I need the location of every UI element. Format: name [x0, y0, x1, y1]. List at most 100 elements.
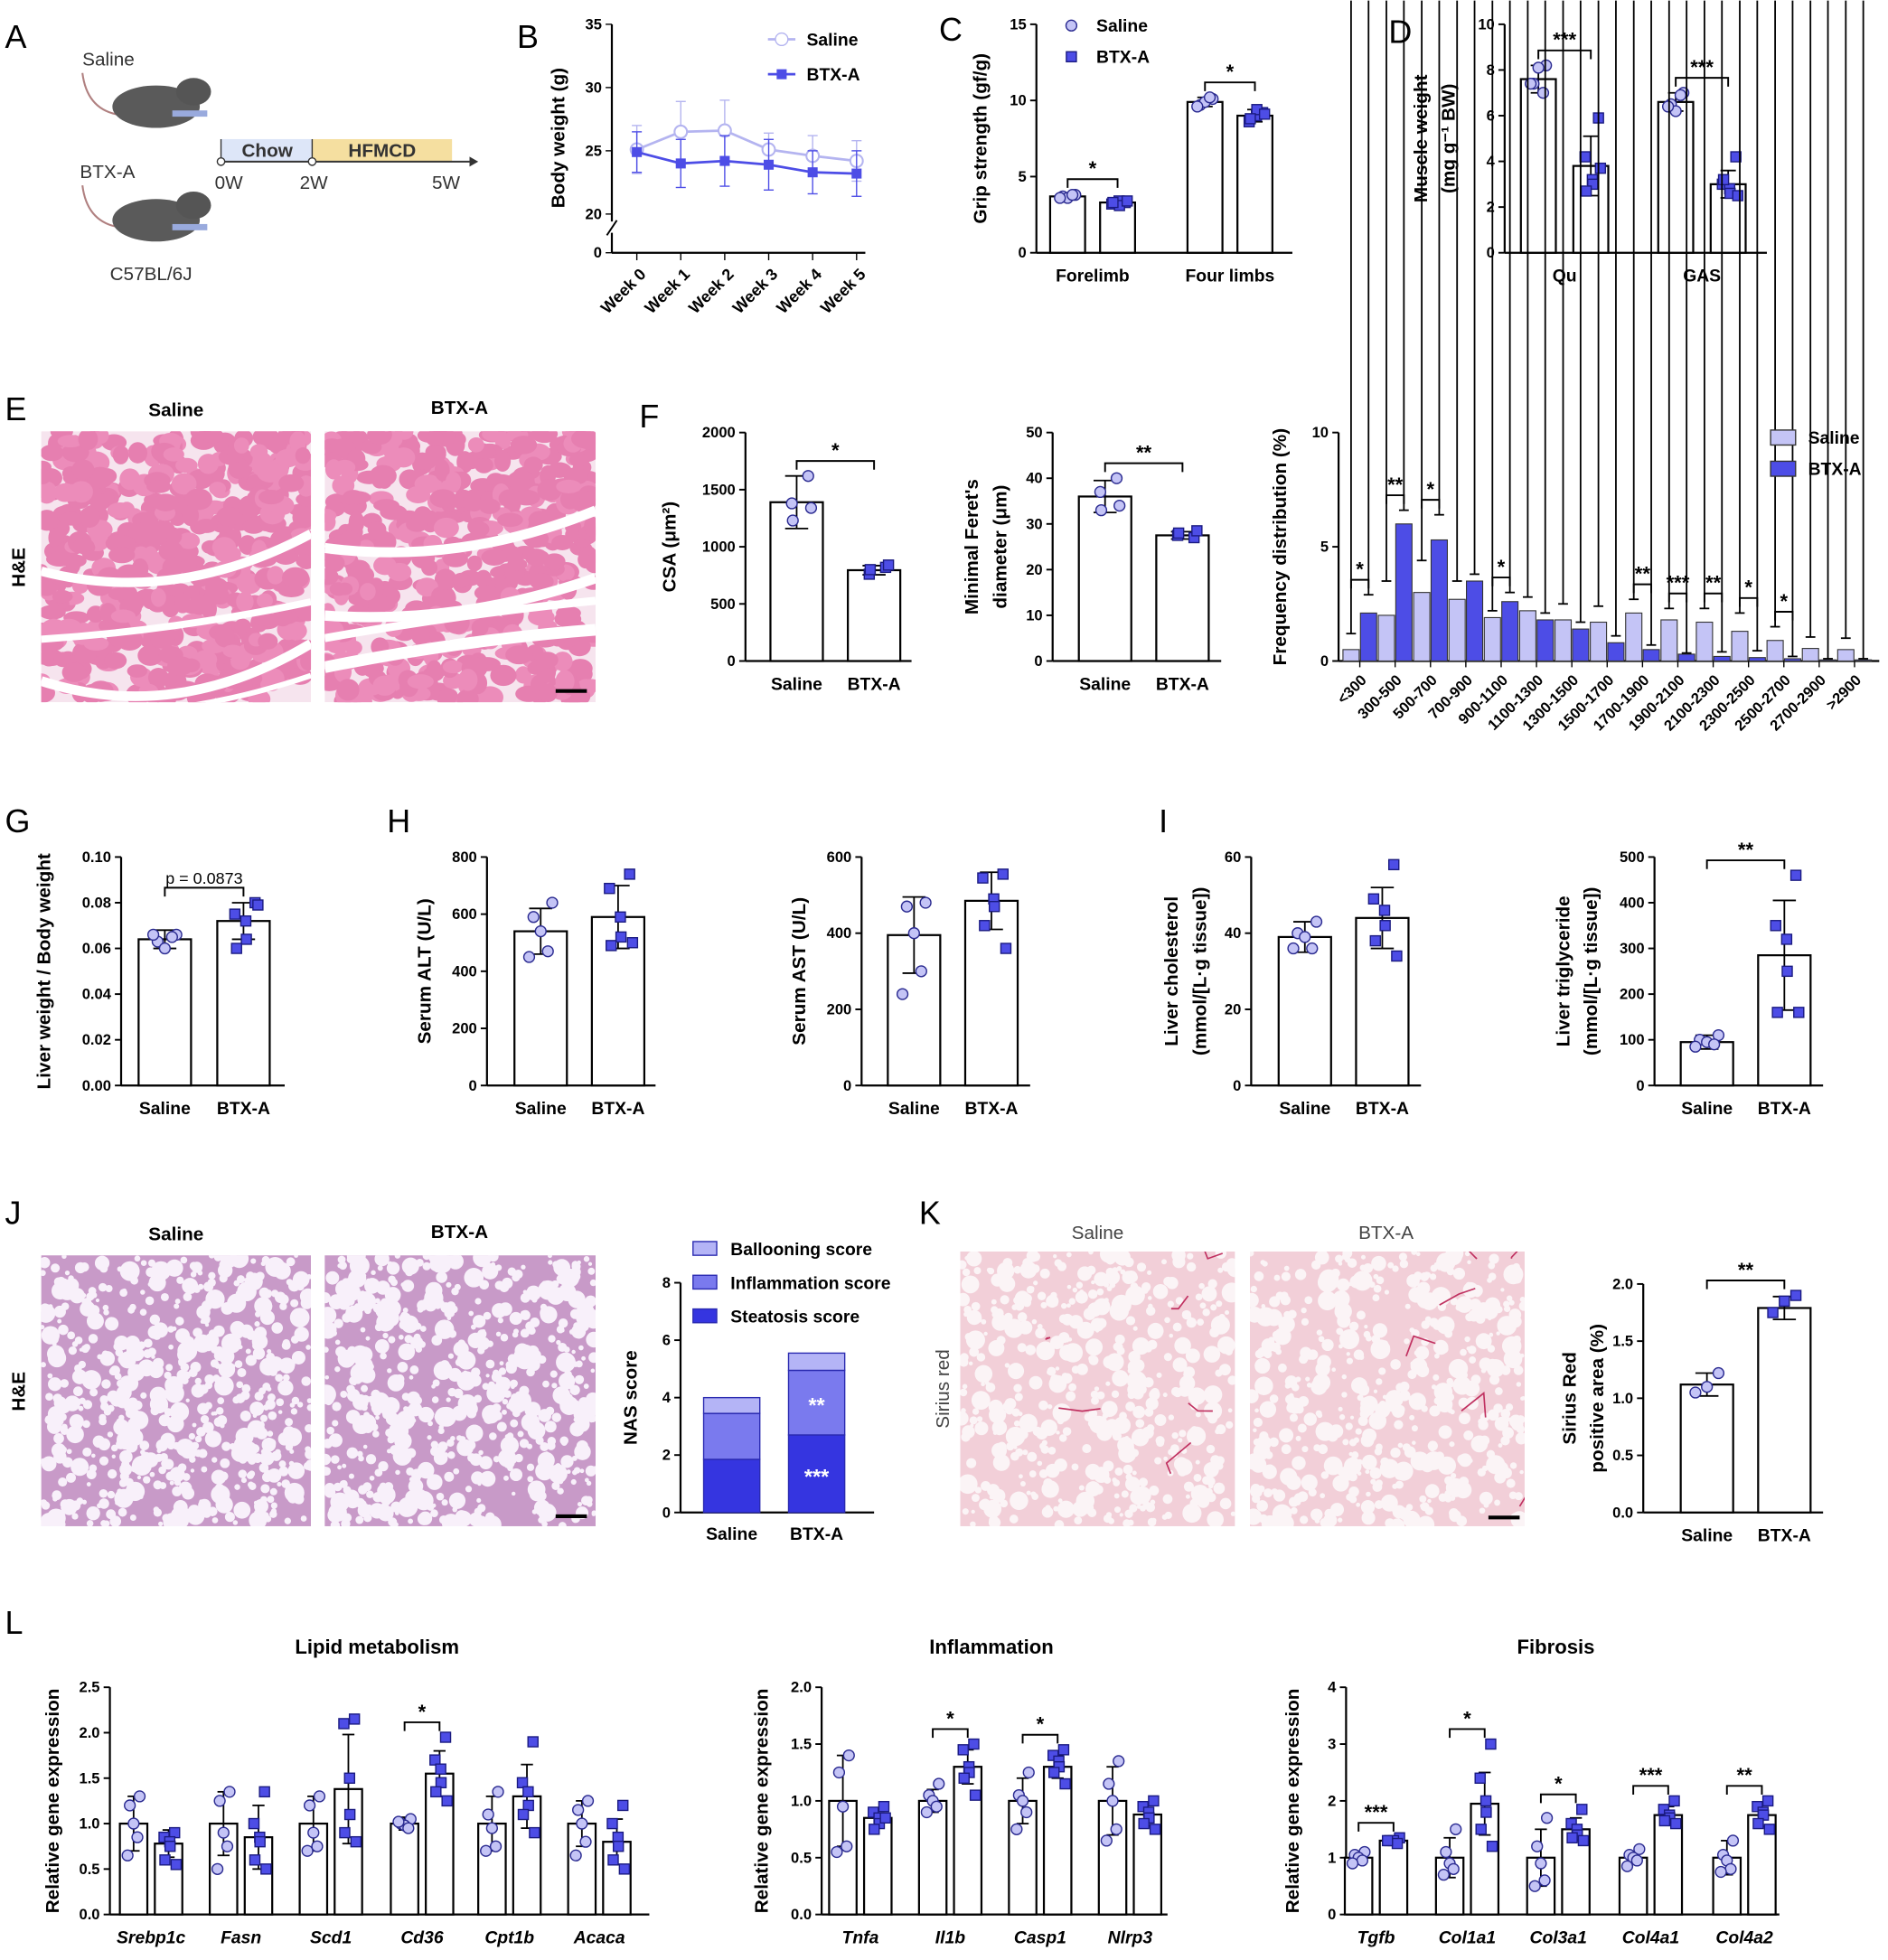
lipid-droplet	[333, 1318, 343, 1328]
y-tick-label: 35	[586, 15, 602, 33]
muscle-fiber	[153, 493, 179, 511]
lipid-droplet	[324, 1438, 333, 1449]
lipid-droplet	[526, 1367, 535, 1377]
data-point-square	[626, 937, 639, 949]
data-point-square	[997, 868, 1009, 880]
lipid-droplet	[503, 1390, 512, 1398]
lipid-droplet	[1502, 1427, 1515, 1440]
lipid-droplet	[192, 1422, 197, 1428]
lipid-droplet	[1207, 1511, 1224, 1526]
lipid-droplet	[148, 1363, 164, 1379]
significance-bracket	[1357, 1822, 1395, 1832]
lipid-droplet	[185, 1398, 190, 1402]
lipid-droplet	[1190, 1426, 1198, 1433]
lipid-droplet	[1283, 1310, 1292, 1318]
lipid-droplet	[417, 1306, 424, 1313]
lipid-droplet	[430, 1509, 438, 1517]
lipid-droplet	[61, 1255, 67, 1260]
data-point-square	[1391, 950, 1403, 962]
k-saline-caption: Saline	[1072, 1223, 1124, 1243]
lipid-droplet	[1195, 1411, 1201, 1418]
lipid-droplet	[971, 1494, 980, 1503]
lipid-droplet	[581, 1355, 587, 1361]
lipid-droplet	[1182, 1503, 1202, 1524]
lipid-droplet	[1344, 1253, 1350, 1260]
data-point-square	[164, 1840, 176, 1852]
lipid-droplet	[68, 1346, 77, 1355]
significance-bracket	[795, 460, 876, 470]
he-liver-saline	[41, 1255, 312, 1526]
lipid-droplet	[514, 1343, 530, 1359]
lipid-droplet	[324, 1397, 333, 1406]
bar-btx-a	[1378, 1839, 1409, 1916]
lipid-droplet	[1013, 1383, 1022, 1393]
significance-bracket	[1705, 859, 1786, 869]
x-tick-label: Tgfb	[1357, 1927, 1395, 1947]
lipid-droplet	[174, 1317, 184, 1326]
data-point-square	[675, 158, 686, 169]
y-tick-label: 600	[827, 849, 852, 866]
lipid-droplet	[1463, 1430, 1474, 1440]
lipid-droplet	[1368, 1414, 1379, 1425]
lipid-droplet	[1508, 1308, 1522, 1321]
muscle-fiber	[268, 436, 287, 455]
data-point-circle	[1535, 1857, 1547, 1870]
lipid-droplet	[1163, 1456, 1169, 1461]
lipid-droplet	[471, 1407, 478, 1413]
lipid-droplet	[363, 1514, 372, 1523]
lipid-droplet	[194, 1435, 202, 1443]
lipid-droplet	[52, 1352, 62, 1362]
data-point-circle	[579, 1835, 592, 1848]
lipid-droplet	[1018, 1411, 1023, 1417]
lipid-droplet	[1112, 1477, 1117, 1483]
lipid-droplet	[220, 1458, 230, 1468]
lipid-droplet	[348, 1473, 354, 1479]
lipid-droplet	[252, 1402, 259, 1410]
lipid-droplet	[1226, 1421, 1234, 1429]
lipid-droplet	[1335, 1254, 1343, 1263]
lipid-droplet	[1349, 1415, 1355, 1420]
muscle-fiber	[174, 593, 192, 614]
y-axis-label: Sirius Red	[1560, 1352, 1581, 1444]
lipid-droplet	[245, 1355, 257, 1366]
lipid-droplet	[282, 1364, 287, 1371]
lipid-droplet	[59, 1278, 69, 1289]
lipid-droplet	[382, 1332, 389, 1339]
lipid-droplet	[197, 1283, 204, 1290]
muscle-fiber	[57, 435, 84, 448]
lipid-droplet	[1120, 1269, 1126, 1275]
lipid-droplet	[289, 1308, 310, 1327]
lipid-droplet	[969, 1416, 978, 1425]
lipid-droplet	[176, 1369, 187, 1381]
significance-bracket	[1104, 462, 1184, 473]
lipid-droplet	[162, 1514, 171, 1523]
lipid-droplet	[1058, 1412, 1065, 1419]
muscle-fiber	[209, 482, 227, 496]
significance-label: **	[1737, 1764, 1753, 1787]
y-tick-label: 2.5	[79, 1679, 99, 1696]
lipid-droplet	[1053, 1301, 1058, 1307]
lipid-droplet	[1366, 1491, 1371, 1497]
lipid-droplet	[388, 1336, 396, 1344]
lipid-droplet	[103, 1309, 109, 1316]
lipid-droplet	[210, 1359, 220, 1368]
lipid-droplet	[989, 1515, 1000, 1525]
muscle-fiber	[510, 436, 538, 455]
lipid-droplet	[296, 1488, 301, 1493]
lipid-droplet	[1094, 1485, 1104, 1495]
legend-swatch	[1770, 460, 1797, 477]
lipid-droplet	[1119, 1442, 1130, 1453]
stack-segment-inflammation-score	[702, 1412, 761, 1460]
lipid-droplet	[1215, 1429, 1221, 1435]
x-tick-label: Fasn	[221, 1927, 261, 1947]
tissue-gap	[194, 672, 312, 703]
significance-bracket	[1725, 1785, 1763, 1796]
l-inflammation-title: Inflammation	[929, 1636, 1053, 1658]
lipid-droplet	[195, 1339, 202, 1346]
muscle-fiber	[127, 442, 148, 464]
he-muscle-btx	[324, 431, 596, 703]
